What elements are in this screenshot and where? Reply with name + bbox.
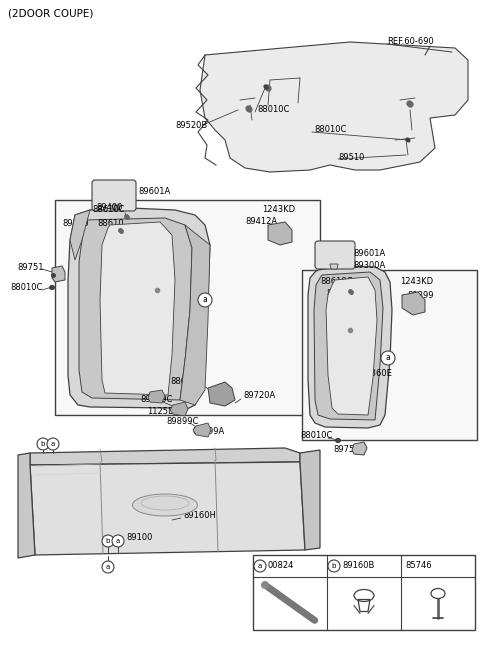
Text: 1125DA: 1125DA [147,407,180,417]
Text: 89300A: 89300A [353,260,385,270]
Text: 89360E: 89360E [360,369,392,379]
Text: 89751: 89751 [333,445,360,453]
Polygon shape [79,218,192,400]
Text: a: a [116,538,120,544]
Polygon shape [200,42,468,172]
Bar [253,555,475,630]
Text: 89601A: 89601A [353,249,385,258]
Bar [302,270,477,440]
Text: 89670: 89670 [62,218,89,228]
Circle shape [112,535,124,547]
Text: 89899C: 89899C [166,417,198,426]
Circle shape [381,351,395,365]
Polygon shape [208,382,235,406]
Text: b: b [332,563,336,569]
Circle shape [254,560,266,572]
Polygon shape [268,222,292,245]
Polygon shape [30,448,300,465]
Text: 1243KD: 1243KD [400,276,433,285]
Circle shape [102,561,114,573]
Circle shape [47,438,59,450]
Polygon shape [30,462,305,555]
Text: a: a [51,441,55,447]
Polygon shape [402,292,425,315]
Circle shape [37,438,49,450]
Text: 89899B: 89899B [115,386,147,394]
Text: 88010C: 88010C [10,283,42,293]
Text: 89520B: 89520B [175,121,207,131]
Text: 88610: 88610 [97,218,124,228]
Text: a: a [258,563,262,569]
Circle shape [328,560,340,572]
Polygon shape [170,402,188,416]
FancyBboxPatch shape [315,241,355,269]
Polygon shape [193,423,211,437]
Text: 88010C: 88010C [170,377,203,386]
Polygon shape [326,277,377,415]
Polygon shape [100,222,175,395]
Text: 00824: 00824 [268,562,294,571]
Text: 89899C: 89899C [140,396,172,405]
Text: 89160H: 89160H [183,512,216,520]
FancyArrowPatch shape [267,586,315,621]
Text: 1243KD: 1243KD [262,205,295,213]
Polygon shape [308,266,392,428]
Circle shape [198,293,212,307]
Ellipse shape [132,494,197,516]
Text: 89412A: 89412A [245,218,277,226]
Text: (2DOOR COUPE): (2DOOR COUPE) [8,9,94,19]
Bar [55,200,320,415]
Circle shape [102,535,114,547]
Polygon shape [314,272,383,420]
Text: REF.60-690: REF.60-690 [387,37,434,47]
Text: a: a [385,354,390,363]
Text: 88610C: 88610C [92,205,124,213]
Polygon shape [300,450,320,550]
Polygon shape [18,453,35,558]
Text: 88610: 88610 [326,289,353,298]
Text: a: a [106,564,110,570]
FancyBboxPatch shape [92,180,136,211]
Text: 88610C: 88610C [320,276,352,285]
Text: b: b [41,441,45,447]
Polygon shape [352,442,367,455]
Text: 89720A: 89720A [243,392,275,401]
Polygon shape [330,264,338,269]
Text: 89601A: 89601A [138,188,170,197]
Text: 89160B: 89160B [342,562,374,571]
Text: 88010C: 88010C [314,125,347,134]
Polygon shape [70,210,90,260]
Text: 89510: 89510 [338,152,364,161]
Polygon shape [112,205,120,210]
Text: 89399: 89399 [407,291,433,300]
Text: b: b [106,538,110,544]
Text: 89400: 89400 [97,203,123,213]
Text: 85746: 85746 [406,562,432,571]
Polygon shape [148,390,165,403]
Ellipse shape [261,581,269,589]
Text: 89100: 89100 [127,533,153,543]
Polygon shape [68,208,210,410]
Text: 88010C: 88010C [257,104,289,113]
Text: 88010C: 88010C [300,432,332,440]
Text: a: a [203,295,207,304]
Text: 89751: 89751 [17,262,44,272]
Text: 89899A: 89899A [192,428,224,436]
Polygon shape [52,266,65,282]
Polygon shape [180,225,210,405]
